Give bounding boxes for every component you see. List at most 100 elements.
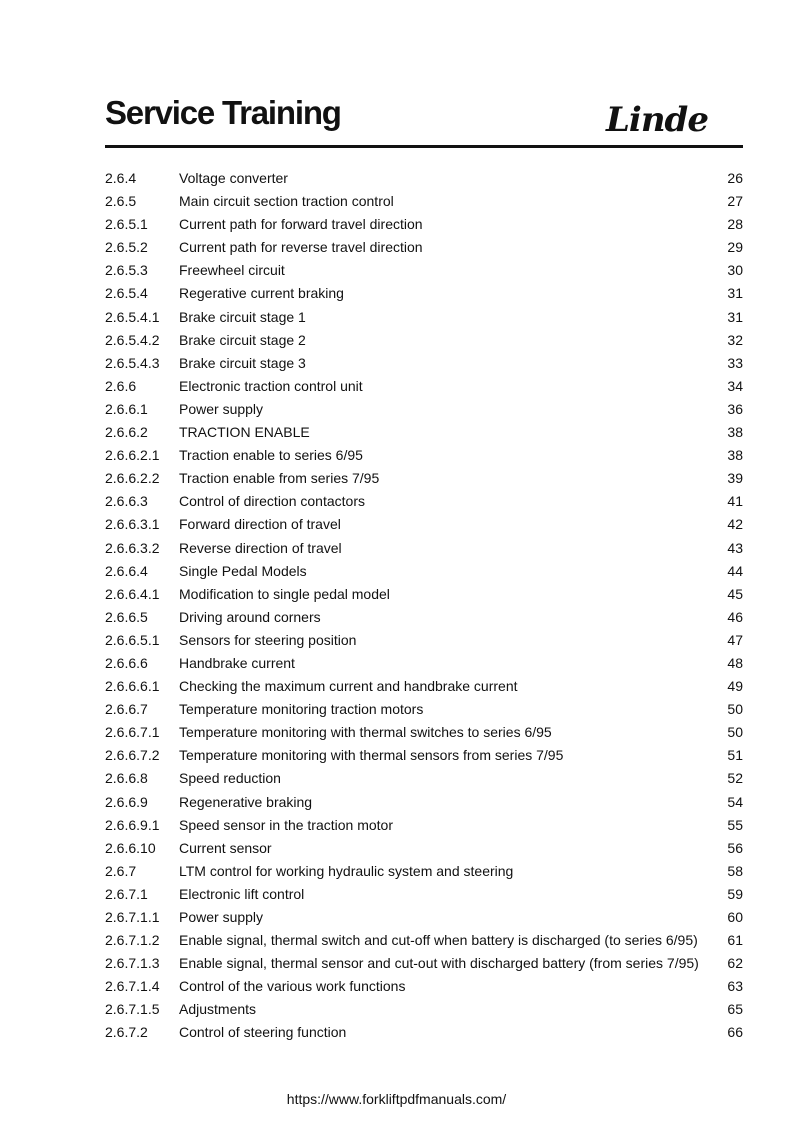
- toc-entry-title: Enable signal, thermal sensor and cut-ou…: [179, 955, 699, 972]
- toc-entry[interactable]: 2.6.6.4.1 Modification to single pedal mo…: [105, 586, 743, 609]
- toc-entry[interactable]: 2.6.4 Voltage converter 26: [105, 170, 743, 193]
- toc-entry-title: Electronic traction control unit: [179, 377, 363, 394]
- toc-entry-title: Checking the maximum current and handbra…: [179, 678, 518, 695]
- toc-entry[interactable]: 2.6.7 LTM control for working hydraulic s…: [105, 863, 743, 886]
- toc-entry-title: Modification to single pedal model: [179, 585, 390, 602]
- toc-entry[interactable]: 2.6.7.1.4 Control of the various work fun…: [105, 978, 743, 1001]
- toc-entry[interactable]: 2.6.6.7 Temperature monitoring traction m…: [105, 701, 743, 724]
- toc-entry[interactable]: 2.6.7.1.5 Adjustments 65: [105, 1001, 743, 1024]
- toc-entry[interactable]: 2.6.6.8 Speed reduction 52: [105, 770, 743, 793]
- toc-entry-page: 51: [727, 747, 743, 764]
- toc-entry-number: 2.6.6.9.1: [105, 816, 160, 833]
- toc-entry-number: 2.6.5.4.2: [105, 331, 160, 348]
- toc-entry-number: 2.6.6.2.2: [105, 470, 160, 487]
- table-of-contents: 2.6.4 Voltage converter 26 2.6.5 Main circui…: [105, 170, 743, 1048]
- toc-entry-page: 55: [727, 816, 743, 833]
- toc-entry[interactable]: 2.6.6.2.2 Traction enable from series 7/9…: [105, 470, 743, 493]
- toc-entry[interactable]: 2.6.6.7.2 Temperature monitoring with the…: [105, 747, 743, 770]
- toc-entry-number: 2.6.6.3.2: [105, 539, 160, 556]
- toc-entry-number: 2.6.6.6: [105, 654, 148, 671]
- toc-entry[interactable]: 2.6.5.4 Regerative current braking 31: [105, 285, 743, 308]
- toc-entry[interactable]: 2.6.5 Main circuit section traction contr…: [105, 193, 743, 216]
- toc-entry-title: Power supply: [179, 909, 264, 925]
- toc-entry-title: Speed reduction: [179, 770, 281, 787]
- toc-entry-title: Control of direction contactors: [179, 493, 365, 510]
- toc-entry-page: 50: [727, 724, 743, 741]
- toc-entry-number: 2.6.7.1.2: [105, 932, 160, 949]
- toc-entry-title: Brake circuit stage 3: [179, 354, 306, 371]
- toc-entry-number: 2.6.6.3: [105, 493, 148, 510]
- toc-entry[interactable]: 2.6.6.5.1 Sensors for steering position 47: [105, 632, 743, 655]
- toc-entry-title: Current path for reverse travel directio…: [179, 239, 423, 256]
- toc-entry-number: 2.6.6.4.1: [105, 585, 160, 602]
- toc-entry-number: 2.6.6.6.1: [105, 678, 160, 695]
- footer-link[interactable]: https://www.forkliftpdfmanuals.com/: [286, 1091, 507, 1107]
- toc-entry[interactable]: 2.6.6.7.1 Temperature monitoring with the…: [105, 724, 743, 747]
- toc-entry-page: 43: [727, 539, 743, 556]
- toc-entry[interactable]: 2.6.6.4 Single Pedal Models 44: [105, 563, 743, 586]
- toc-entry-page: 45: [727, 585, 743, 602]
- toc-entry[interactable]: 2.6.6.9.1 Speed sensor in the traction mo…: [105, 817, 743, 840]
- toc-entry-title: Main circuit section traction control: [179, 193, 394, 210]
- toc-entry[interactable]: 2.6.7.1.1 Power supply 60: [105, 909, 743, 932]
- toc-entry[interactable]: 2.6.6 Electronic traction control unit 34: [105, 378, 743, 401]
- toc-entry[interactable]: 2.6.5.1 Current path for forward travel d…: [105, 216, 743, 239]
- toc-entry-page: 39: [727, 470, 743, 487]
- toc-entry[interactable]: 2.6.6.2.1 Traction enable to series 6/95 3…: [105, 447, 743, 470]
- toc-entry[interactable]: 2.6.5.3 Freewheel circuit 30: [105, 262, 743, 285]
- toc-entry-page: 26: [727, 170, 743, 186]
- toc-entry-number: 2.6.6.4: [105, 562, 148, 579]
- toc-entry[interactable]: 2.6.7.1 Electronic lift control 59: [105, 886, 743, 909]
- toc-entry-page: 54: [727, 793, 743, 810]
- toc-entry[interactable]: 2.6.6.6 Handbrake current 48: [105, 655, 743, 678]
- toc-entry-page: 32: [727, 331, 743, 348]
- toc-entry[interactable]: 2.6.5.2 Current path for reverse travel d…: [105, 239, 743, 262]
- toc-entry-page: 30: [727, 262, 743, 279]
- toc-entry-number: 2.6.5: [105, 193, 137, 210]
- toc-entry-title: Control of the various work functions: [179, 978, 406, 995]
- toc-entry-title: Speed sensor in the traction motor: [179, 816, 394, 833]
- toc-entry-page: 29: [727, 239, 743, 256]
- toc-entry-title: Regenerative braking: [179, 793, 313, 810]
- toc-entry-title: Current path for forward travel directio…: [179, 216, 423, 233]
- toc-entry[interactable]: 2.6.7.1.3 Enable signal, thermal sensor a…: [105, 955, 743, 978]
- toc-entry[interactable]: 2.6.6.3.1 Forward direction of travel 42: [105, 516, 743, 539]
- toc-entry-title: Enable signal, thermal switch and cut-of…: [179, 932, 698, 949]
- toc-entry[interactable]: 2.6.6.3.2 Reverse direction of travel 43: [105, 540, 743, 563]
- toc-entry-number: 2.6.6.9: [105, 793, 148, 810]
- toc-entry[interactable]: 2.6.7.1.2 Enable signal, thermal switch a…: [105, 932, 743, 955]
- toc-entry-page: 50: [727, 701, 743, 718]
- toc-entry-number: 2.6.6.1: [105, 400, 148, 417]
- toc-entry[interactable]: 2.6.6.6.1 Checking the maximum current an…: [105, 678, 743, 701]
- toc-entry-page: 42: [727, 516, 743, 533]
- toc-entry[interactable]: 2.6.6.10 Current sensor 56: [105, 840, 743, 863]
- toc-entry[interactable]: 2.6.6.5 Driving around corners 46: [105, 609, 743, 632]
- toc-entry-page: 44: [727, 562, 743, 579]
- toc-entry[interactable]: 2.6.6.1 Power supply 36: [105, 401, 743, 424]
- toc-entry[interactable]: 2.6.5.4.2 Brake circuit stage 2 32: [105, 332, 743, 355]
- page-title: Service Training: [105, 94, 342, 131]
- toc-entry-title: Handbrake current: [179, 654, 295, 671]
- toc-entry-number: 2.6.6.2: [105, 424, 148, 441]
- toc-entry-title: Voltage converter: [179, 170, 288, 186]
- toc-entry-page: 61: [727, 932, 743, 949]
- toc-entry-number: 2.6.5.4.1: [105, 308, 160, 325]
- toc-entry-number: 2.6.7.1.4: [105, 978, 160, 995]
- toc-entry-number: 2.6.5.1: [105, 216, 148, 233]
- toc-entry-title: Temperature monitoring with thermal swit…: [179, 724, 552, 741]
- toc-entry-number: 2.6.7: [105, 862, 137, 879]
- toc-entry-page: 56: [727, 839, 743, 856]
- toc-entry[interactable]: 2.6.5.4.1 Brake circuit stage 1 31: [105, 309, 743, 332]
- toc-entry-number: 2.6.6.5.1: [105, 631, 160, 648]
- toc-entry[interactable]: 2.6.6.2 TRACTION ENABLE 38: [105, 424, 743, 447]
- toc-entry-title: Power supply: [179, 400, 264, 417]
- toc-entry[interactable]: 2.6.6.9 Regenerative braking 54: [105, 794, 743, 817]
- toc-entry-number: 2.6.5.4.3: [105, 354, 160, 371]
- toc-entry[interactable]: 2.6.5.4.3 Brake circuit stage 3 33: [105, 355, 743, 378]
- toc-entry-number: 2.6.6: [105, 377, 137, 394]
- toc-entry-number: 2.6.7.2: [105, 1024, 148, 1041]
- toc-entry-title: Temperature monitoring with thermal sens…: [179, 747, 564, 764]
- toc-entry-page: 65: [727, 1001, 743, 1018]
- toc-entry[interactable]: 2.6.6.3 Control of direction contactors 41: [105, 493, 743, 516]
- toc-entry[interactable]: 2.6.7.2 Control of steering function 66: [105, 1024, 743, 1047]
